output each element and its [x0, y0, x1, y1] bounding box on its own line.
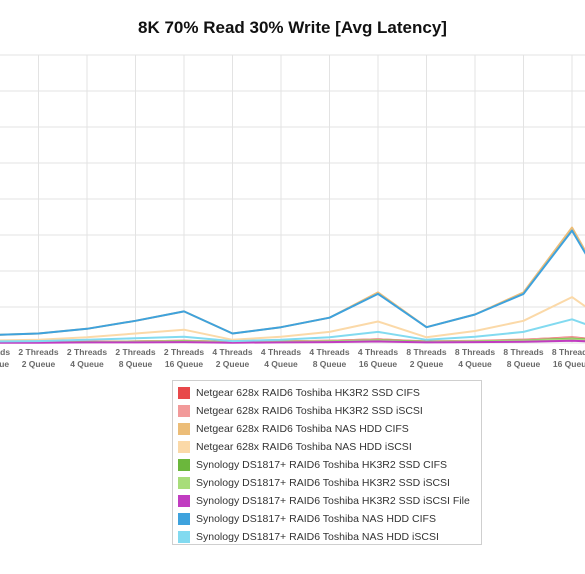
- legend: Netgear 628x RAID6 Toshiba HK3R2 SSD CIF…: [172, 380, 482, 545]
- legend-label: Synology DS1817+ RAID6 Toshiba HK3R2 SSD…: [196, 477, 450, 489]
- legend-swatch: [178, 405, 190, 417]
- x-tick-label: 2 Threads 2 Queue: [18, 347, 58, 369]
- legend-label: Synology DS1817+ RAID6 Toshiba HK3R2 SSD…: [196, 495, 470, 507]
- x-tick-label: 8 Threads 8 Queue: [503, 347, 543, 369]
- legend-label: Synology DS1817+ RAID6 Toshiba NAS HDD C…: [196, 513, 436, 525]
- legend-item[interactable]: Synology DS1817+ RAID6 Toshiba HK3R2 SSD…: [178, 474, 476, 492]
- series-line-4: [0, 296, 585, 342]
- legend-swatch: [178, 387, 190, 399]
- legend-label: Synology DS1817+ RAID6 Toshiba NAS HDD i…: [196, 531, 439, 543]
- x-tick-label: 2 Threads 16 Queue: [164, 347, 204, 369]
- legend-swatch: [178, 459, 190, 471]
- legend-label: Netgear 628x RAID6 Toshiba NAS HDD CIFS: [196, 423, 409, 435]
- legend-item[interactable]: Synology DS1817+ RAID6 Toshiba NAS HDD C…: [178, 510, 476, 528]
- series-lines: [0, 226, 585, 344]
- grid-lines: [0, 54, 585, 344]
- legend-item[interactable]: Synology DS1817+ RAID6 Toshiba HK3R2 SSD…: [178, 492, 476, 510]
- x-tick-label: 8 Threads 4 Queue: [455, 347, 495, 369]
- legend-swatch: [178, 531, 190, 543]
- x-tick-label: 2 Threads 8 Queue: [115, 347, 155, 369]
- legend-item[interactable]: Synology DS1817+ RAID6 Toshiba NAS HDD i…: [178, 528, 476, 546]
- legend-item[interactable]: Netgear 628x RAID6 Toshiba HK3R2 SSD CIF…: [178, 384, 476, 402]
- legend-item[interactable]: Netgear 628x RAID6 Toshiba NAS HDD iSCSI: [178, 438, 476, 456]
- legend-item[interactable]: Netgear 628x RAID6 Toshiba HK3R2 SSD iSC…: [178, 402, 476, 420]
- x-tick-label: 8 Threads 2 Queue: [406, 347, 446, 369]
- legend-label: Netgear 628x RAID6 Toshiba HK3R2 SSD iSC…: [196, 405, 423, 417]
- x-tick-label: 4 Threads 8 Queue: [309, 347, 349, 369]
- legend-label: Netgear 628x RAID6 Toshiba HK3R2 SSD CIF…: [196, 387, 420, 399]
- series-line-8: [0, 229, 585, 336]
- x-tick-label: 4 Threads 4 Queue: [261, 347, 301, 369]
- legend-item[interactable]: Synology DS1817+ RAID6 Toshiba HK3R2 SSD…: [178, 456, 476, 474]
- series-line-7: [0, 339, 585, 344]
- legend-label: Netgear 628x RAID6 Toshiba NAS HDD iSCSI: [196, 441, 412, 453]
- legend-swatch: [178, 441, 190, 453]
- legend-label: Synology DS1817+ RAID6 Toshiba HK3R2 SSD…: [196, 459, 448, 471]
- legend-swatch: [178, 423, 190, 435]
- series-line-3: [0, 226, 585, 336]
- legend-swatch: [178, 477, 190, 489]
- legend-swatch: [178, 513, 190, 525]
- series-line-9: [0, 318, 585, 343]
- legend-swatch: [178, 495, 190, 507]
- x-tick-label: 4 Threads 2 Queue: [212, 347, 252, 369]
- chart-title: 8K 70% Read 30% Write [Avg Latency]: [138, 18, 447, 37]
- x-tick-label: 2 Threads 4 Queue: [67, 347, 107, 369]
- x-tick-label: 4 Threads 16 Queue: [358, 347, 398, 369]
- legend-item[interactable]: Netgear 628x RAID6 Toshiba NAS HDD CIFS: [178, 420, 476, 438]
